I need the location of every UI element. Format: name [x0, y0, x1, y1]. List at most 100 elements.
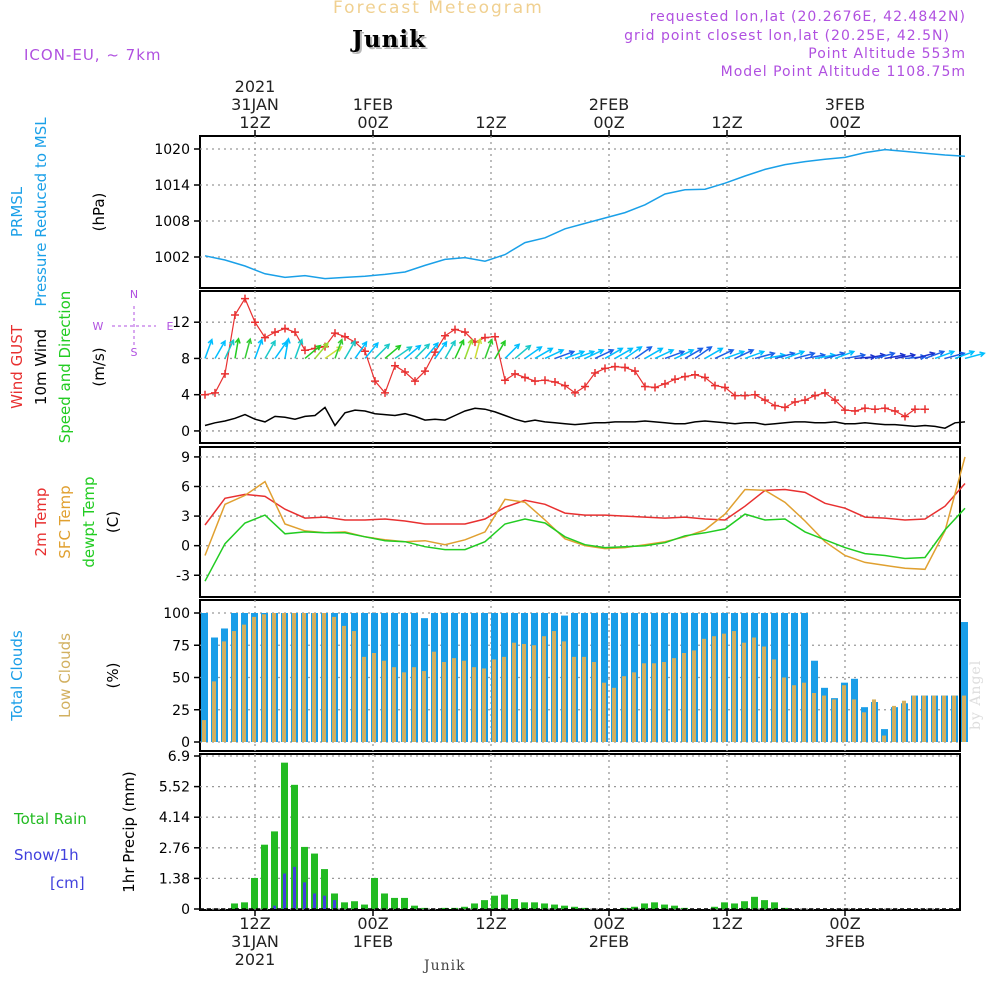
low-cloud-bar: [792, 685, 796, 742]
wind-arrow: [744, 350, 765, 360]
rain-bar: [531, 902, 538, 909]
wind-arrow: [834, 350, 855, 360]
wind-arrow-head: [578, 350, 586, 356]
wind-arrow: [734, 349, 754, 360]
time-label-bottom: 3FEB: [825, 932, 865, 951]
rain-bar: [661, 904, 668, 909]
gust-marker: [811, 391, 819, 400]
legend-snow-unit: [cm]: [50, 874, 85, 892]
low-cloud-bar: [552, 631, 556, 742]
wind-arrow-head: [598, 348, 605, 355]
wind-arrow-head: [406, 346, 413, 352]
wind-arrow: [844, 354, 865, 360]
wind-arrow-head: [568, 350, 576, 356]
wind-arrow: [874, 352, 895, 360]
low-cloud-bar: [942, 695, 946, 742]
wind-arrow: [954, 350, 975, 360]
wind-arrow-head: [728, 348, 735, 355]
gust-marker: [541, 376, 549, 385]
gust-marker: [631, 367, 639, 376]
wind-arrow: [334, 339, 343, 359]
wind-arrow: [704, 347, 723, 360]
wind-arrow: [674, 349, 694, 360]
low-cloud-bar: [222, 641, 226, 742]
wind-arrow-head: [738, 350, 746, 356]
low-cloud-bar: [722, 633, 726, 742]
wind-arrow-head: [500, 339, 506, 347]
gust-marker: [531, 377, 539, 386]
gust-marker: [871, 405, 879, 414]
rain-bar: [541, 903, 548, 909]
wind-arrow-head: [415, 344, 422, 351]
gust-marker: [461, 328, 469, 337]
ytick-label-temperature: 9: [181, 450, 190, 466]
wind-arrow-head: [297, 338, 304, 345]
wind-arrow-head: [284, 337, 291, 344]
gust-marker: [781, 403, 789, 412]
gust-marker: [201, 390, 209, 399]
gust-marker: [301, 346, 309, 355]
gridpoint-coords: grid point closest lon,lat (20.25E, 42.5…: [624, 28, 950, 44]
low-cloud-bar: [632, 672, 636, 742]
rain-bar: [651, 902, 658, 909]
gust-marker: [601, 364, 609, 373]
low-cloud-bar: [652, 663, 656, 742]
ytick-label-wind: 0: [181, 424, 190, 440]
gust-marker: [751, 390, 759, 399]
ytick-label-precip: 5.52: [159, 780, 190, 796]
wind-arrow-head: [979, 351, 986, 358]
location-title: Junik: [352, 26, 426, 53]
wind-arrow: [464, 339, 473, 359]
snow-bar: [313, 893, 316, 909]
time-label-top: 1FEB: [353, 95, 393, 114]
low-cloud-bar: [322, 613, 326, 742]
compass-e: E: [167, 320, 174, 333]
wind-arrow: [784, 350, 805, 360]
wind-arrow-head: [909, 352, 917, 359]
wind-arrow-head: [968, 350, 976, 356]
wind-arrow-head: [246, 337, 253, 345]
low-cloud-bar: [802, 682, 806, 742]
total-cloud-bar: [611, 613, 618, 742]
low-cloud-bar: [562, 641, 566, 742]
gust-marker: [431, 348, 439, 357]
rain-bar: [521, 902, 528, 909]
gust-marker: [561, 381, 569, 390]
time-label-bottom: 31JAN: [231, 932, 279, 951]
wind-arrow-head: [769, 351, 776, 358]
rain-bar: [631, 906, 638, 909]
low-cloud-bar: [492, 659, 496, 742]
low-cloud-bar: [642, 663, 646, 742]
rain-bar: [441, 907, 448, 909]
wind-arrow-head: [657, 347, 664, 354]
time-label-bottom: 1FEB: [353, 932, 393, 951]
low-cloud-bar: [442, 662, 446, 742]
low-cloud-bar: [602, 682, 606, 742]
rain-bar: [381, 893, 388, 909]
gust-marker: [361, 347, 369, 356]
time-label-top: 2021: [235, 77, 276, 96]
ytick-label-pressure: 1014: [154, 178, 190, 194]
wind-arrow-head: [322, 341, 329, 349]
rain-bar: [291, 784, 298, 909]
ylabel-temperature: 2m Temp: [32, 488, 50, 557]
wind-arrow-head: [809, 351, 816, 358]
rain-bar: [391, 897, 398, 909]
ytick-label-pressure: 1020: [154, 142, 190, 158]
low-cloud-bar: [772, 659, 776, 742]
ylabel-wind: Speed and Direction: [56, 291, 74, 444]
low-cloud-bar: [682, 652, 686, 742]
time-label-top: 3FEB: [825, 95, 865, 114]
low-cloud-bar: [512, 642, 516, 742]
wind-arrow-head: [207, 338, 214, 345]
time-label-top: 31JAN: [231, 95, 279, 114]
wind-arrow-head: [717, 347, 724, 354]
gust-marker: [831, 396, 839, 405]
ytick-label-temperature: -3: [176, 568, 190, 584]
wind-arrow: [424, 342, 439, 359]
wind-arrow: [714, 349, 734, 360]
wind-arrow: [244, 338, 251, 359]
wind-arrow-head: [458, 338, 465, 346]
wind-arrow: [504, 343, 520, 359]
